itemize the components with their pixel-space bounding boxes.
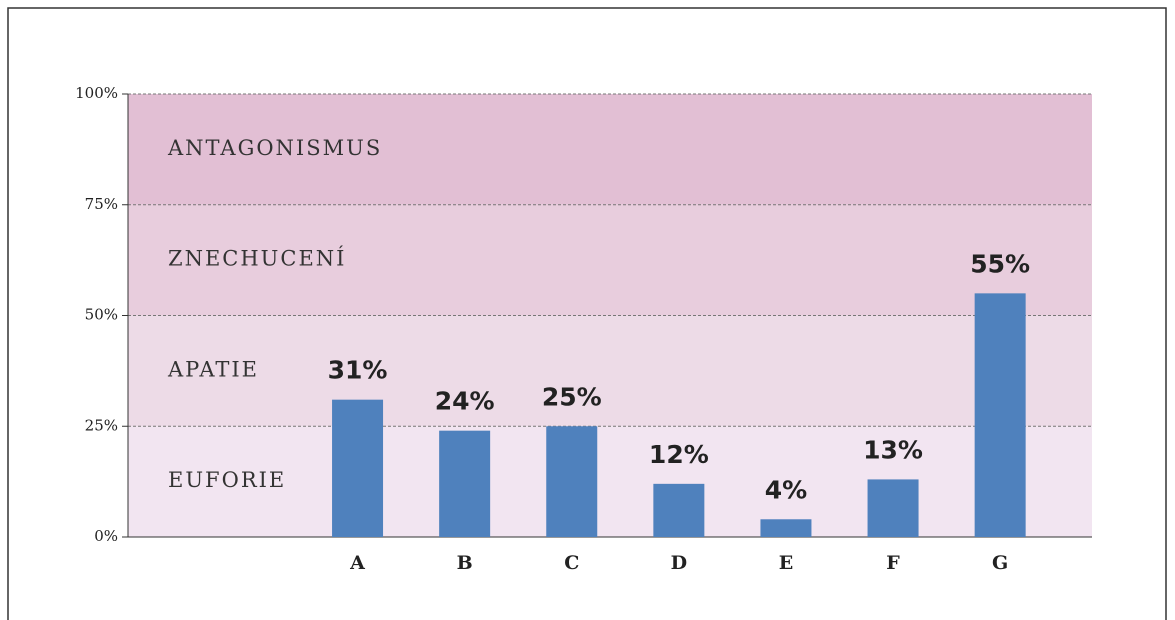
data-label: 12% xyxy=(649,440,709,469)
data-label: 31% xyxy=(328,356,388,385)
x-tick-label: A xyxy=(349,552,365,574)
y-tick-label: 75% xyxy=(85,195,118,213)
bar xyxy=(867,479,919,537)
x-tick-label: G xyxy=(992,552,1008,574)
bar xyxy=(546,426,598,537)
zone xyxy=(128,315,1092,427)
zone-label: ZNECHUCENÍ xyxy=(168,247,346,271)
data-label: 24% xyxy=(435,387,495,416)
x-tick-label: B xyxy=(457,552,473,574)
data-label: 13% xyxy=(863,435,923,464)
y-tick-label: 50% xyxy=(85,306,118,324)
x-tick-label: C xyxy=(564,552,579,574)
data-label: 55% xyxy=(970,249,1030,278)
bar xyxy=(760,519,812,537)
x-tick-label: D xyxy=(671,552,687,574)
zone-label: APATIE xyxy=(167,357,259,381)
bar xyxy=(974,293,1026,537)
data-label: 25% xyxy=(542,382,602,411)
zone xyxy=(128,204,1092,316)
x-tick-label: E xyxy=(779,552,793,574)
x-tick-label: F xyxy=(886,552,900,574)
zone xyxy=(128,94,1092,205)
bar xyxy=(332,399,384,537)
frame xyxy=(7,7,1167,620)
data-label: 4% xyxy=(765,475,807,504)
y-tick-label: 100% xyxy=(75,84,118,102)
bar xyxy=(653,483,705,537)
y-tick-label: 25% xyxy=(85,416,118,434)
zone xyxy=(128,426,1092,537)
bar xyxy=(439,430,491,537)
zone-label: ANTAGONISMUS xyxy=(167,136,382,160)
y-tick-label: 0% xyxy=(94,527,118,545)
zone-label: EUFORIE xyxy=(168,468,286,492)
